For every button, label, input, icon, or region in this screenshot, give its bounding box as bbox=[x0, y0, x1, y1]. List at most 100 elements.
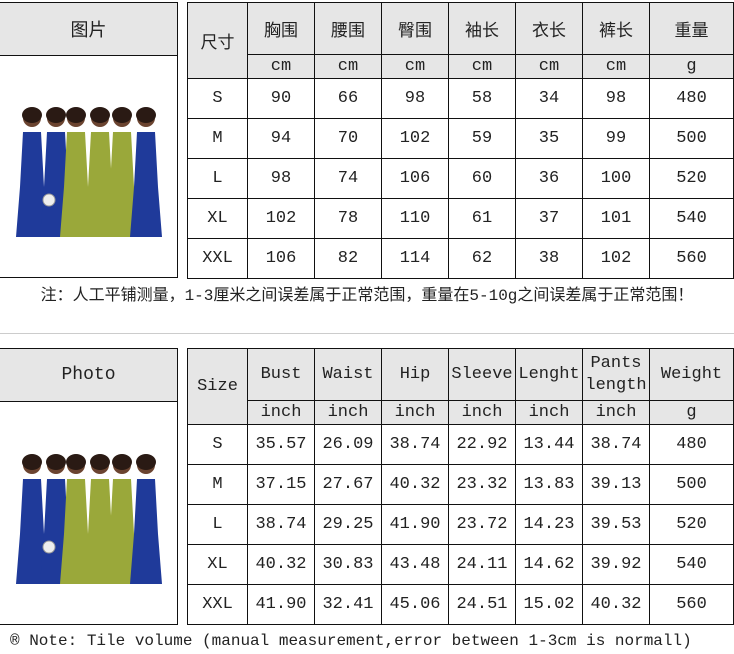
size-cell: XL bbox=[187, 544, 248, 585]
value-cell: 15.02 bbox=[515, 584, 583, 625]
value-cell: 74 bbox=[314, 158, 382, 199]
column-header: 臀围 bbox=[381, 2, 449, 55]
unit-cell: g bbox=[649, 54, 734, 79]
value-cell: 40.32 bbox=[381, 464, 449, 505]
value-cell: 37.15 bbox=[247, 464, 315, 505]
value-cell: 24.11 bbox=[448, 544, 516, 585]
product-photo bbox=[0, 402, 177, 625]
value-cell: 500 bbox=[649, 118, 734, 159]
handbag bbox=[42, 193, 55, 207]
value-cell: 26.09 bbox=[314, 424, 382, 465]
value-cell: 106 bbox=[247, 238, 315, 279]
unit-cell: cm bbox=[247, 54, 315, 79]
value-cell: 59 bbox=[448, 118, 516, 159]
column-header: Hip bbox=[381, 348, 449, 401]
value-cell: 98 bbox=[247, 158, 315, 199]
header-row: 尺寸 胸围 腰围 臀围 袖长 衣长 裤长 重量 bbox=[187, 2, 734, 79]
table-row: S 90 66 98 58 34 98 480 bbox=[187, 78, 734, 119]
unit-cell: inch bbox=[515, 400, 583, 425]
value-cell: 41.90 bbox=[247, 584, 315, 625]
unit-cell: cm bbox=[314, 54, 382, 79]
value-cell: 40.32 bbox=[247, 544, 315, 585]
model-figure bbox=[15, 132, 48, 237]
unit-cell: inch bbox=[381, 400, 449, 425]
size-cell: L bbox=[187, 158, 248, 199]
size-cell: XXL bbox=[187, 238, 248, 279]
model-figure bbox=[105, 478, 138, 584]
size-header: 尺寸 bbox=[187, 2, 248, 79]
value-cell: 102 bbox=[247, 198, 315, 239]
photo-header: Photo bbox=[0, 349, 177, 402]
value-cell: 540 bbox=[649, 198, 734, 239]
value-cell: 38.74 bbox=[247, 504, 315, 545]
value-cell: 38 bbox=[515, 238, 583, 279]
unit-row: cm cm cm cm cm cm g bbox=[188, 54, 734, 79]
value-cell: 35.57 bbox=[247, 424, 315, 465]
value-cell: 14.23 bbox=[515, 504, 583, 545]
size-cell: XL bbox=[187, 198, 248, 239]
product-image bbox=[15, 107, 162, 237]
value-cell: 39.13 bbox=[582, 464, 650, 505]
value-cell: 38.74 bbox=[582, 424, 650, 465]
value-cell: 98 bbox=[381, 78, 449, 119]
unit-cell: cm bbox=[381, 54, 449, 79]
value-cell: 41.90 bbox=[381, 504, 449, 545]
note-cn: 注：人工平铺测量，1-3厘米之间误差属于正常范围，重量在5-10g之间误差属于正… bbox=[40, 287, 694, 305]
unit-cell: cm bbox=[515, 54, 583, 79]
column-header: Weight bbox=[649, 348, 734, 401]
size-cell: M bbox=[187, 118, 248, 159]
table-row: L 38.74 29.25 41.90 23.72 14.23 39.53 520 bbox=[187, 504, 734, 545]
table-row: XL 40.32 30.83 43.48 24.11 14.62 39.92 540 bbox=[187, 544, 734, 585]
size-table-inch: Size Bust Waist Hip Sleeve Lenght Pants length… bbox=[187, 348, 734, 625]
value-cell: 62 bbox=[448, 238, 516, 279]
table-row: L 98 74 106 60 36 100 520 bbox=[187, 158, 734, 199]
table-row: XXL 106 82 114 62 38 102 560 bbox=[187, 238, 734, 279]
value-cell: 60 bbox=[448, 158, 516, 199]
unit-cell: inch bbox=[314, 400, 382, 425]
value-cell: 66 bbox=[314, 78, 382, 119]
value-cell: 101 bbox=[582, 198, 650, 239]
photo-panel-cm: 图片 bbox=[0, 2, 178, 278]
table-row: M 37.15 27.67 40.32 23.32 13.83 39.13 500 bbox=[187, 464, 734, 505]
value-cell: 58 bbox=[448, 78, 516, 119]
model-figure bbox=[83, 478, 116, 584]
value-cell: 480 bbox=[649, 424, 734, 465]
value-cell: 39.92 bbox=[582, 544, 650, 585]
product-photo bbox=[0, 56, 177, 278]
column-header: 重量 bbox=[649, 2, 734, 55]
column-header: 胸围 bbox=[247, 2, 315, 55]
value-cell: 98 bbox=[582, 78, 650, 119]
value-cell: 37 bbox=[515, 198, 583, 239]
value-cell: 520 bbox=[649, 158, 734, 199]
value-cell: 39.53 bbox=[582, 504, 650, 545]
size-cell: XXL bbox=[187, 584, 248, 625]
photo-panel-inch: Photo bbox=[0, 348, 178, 625]
unit-cell: inch bbox=[582, 400, 650, 425]
value-cell: 30.83 bbox=[314, 544, 382, 585]
value-cell: 500 bbox=[649, 464, 734, 505]
column-header: 袖长 bbox=[448, 2, 516, 55]
value-cell: 38.74 bbox=[381, 424, 449, 465]
value-cell: 94 bbox=[247, 118, 315, 159]
value-cell: 560 bbox=[649, 238, 734, 279]
value-cell: 43.48 bbox=[381, 544, 449, 585]
value-cell: 540 bbox=[649, 544, 734, 585]
unit-cell: g bbox=[649, 400, 734, 425]
column-header: 裤长 bbox=[582, 2, 650, 55]
table-row: M 94 70 102 59 35 99 500 bbox=[187, 118, 734, 159]
column-header: Bust bbox=[247, 348, 315, 401]
model-figure bbox=[59, 132, 92, 237]
unit-cell: cm bbox=[582, 54, 650, 79]
unit-row: inch inch inch inch inch inch g bbox=[188, 400, 734, 425]
value-cell: 29.25 bbox=[314, 504, 382, 545]
unit-cell: cm bbox=[448, 54, 516, 79]
value-cell: 102 bbox=[381, 118, 449, 159]
divider bbox=[0, 333, 734, 334]
value-cell: 102 bbox=[582, 238, 650, 279]
value-cell: 14.62 bbox=[515, 544, 583, 585]
photo-header: 图片 bbox=[0, 3, 177, 56]
table-row: S 35.57 26.09 38.74 22.92 13.44 38.74 480 bbox=[187, 424, 734, 465]
handbag bbox=[42, 540, 55, 553]
value-cell: 23.72 bbox=[448, 504, 516, 545]
value-cell: 114 bbox=[381, 238, 449, 279]
